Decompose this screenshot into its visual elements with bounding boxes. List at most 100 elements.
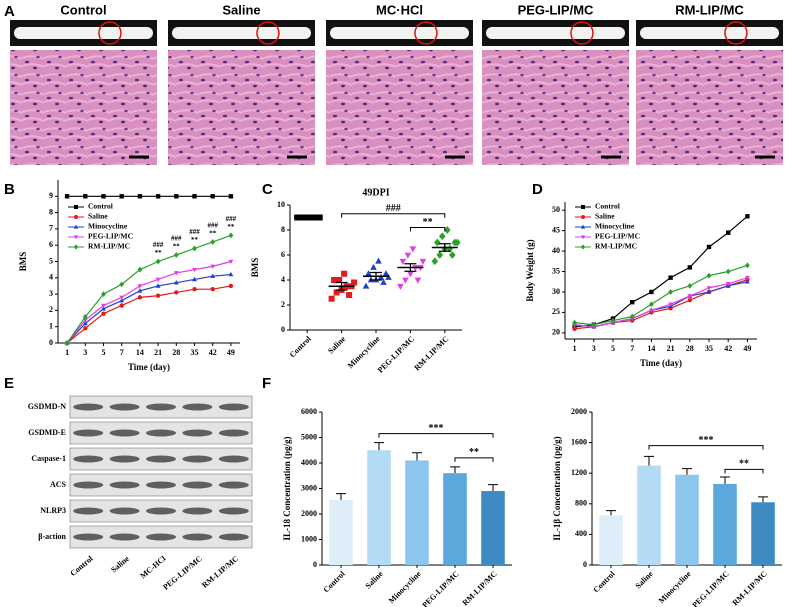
legend-label: Control bbox=[595, 202, 620, 211]
blot-band bbox=[182, 455, 213, 463]
x-tick-label: 3 bbox=[83, 348, 87, 357]
y-tick-label: 2000 bbox=[571, 407, 587, 416]
y-tick-label: 20 bbox=[552, 328, 560, 337]
panel-e: GSDMD-N GSDMD-E Caspase-1 ACS NLRP3 β-action C… bbox=[28, 395, 253, 592]
marker bbox=[173, 271, 179, 276]
x-tick-label: Saline bbox=[364, 569, 385, 590]
marker bbox=[137, 284, 143, 289]
blot-band bbox=[182, 429, 213, 437]
x-axis-title: Time (day) bbox=[640, 358, 682, 368]
blot-band bbox=[182, 507, 213, 515]
error-bar bbox=[758, 496, 768, 503]
blot-band bbox=[109, 533, 140, 541]
x-tick-label: Minocycline bbox=[346, 334, 382, 370]
lane-label: PEG-LIP/MC bbox=[161, 554, 204, 592]
marker bbox=[687, 297, 692, 303]
blot-band bbox=[109, 507, 140, 515]
marker bbox=[407, 271, 414, 278]
x-tick-label: 7 bbox=[630, 344, 634, 353]
annotation: ### bbox=[207, 222, 218, 230]
y-tick-label: 2 bbox=[49, 305, 53, 314]
marker bbox=[706, 286, 712, 291]
blot-band bbox=[73, 533, 104, 541]
marker bbox=[341, 270, 348, 277]
marker bbox=[74, 215, 78, 219]
panel-label: C bbox=[262, 181, 273, 198]
bar bbox=[405, 460, 429, 565]
blot-band bbox=[73, 507, 104, 515]
y-tick-label: 40 bbox=[552, 246, 560, 255]
legend-label: RM-LIP/MC bbox=[595, 242, 637, 251]
y-tick-label: 6 bbox=[281, 250, 285, 259]
marker bbox=[629, 313, 635, 320]
blot-band bbox=[218, 533, 249, 541]
group-label: PEG-LIP/MC bbox=[518, 2, 594, 17]
spinal-cord bbox=[330, 27, 469, 39]
marker bbox=[192, 287, 197, 292]
x-tick-label: 28 bbox=[172, 348, 180, 357]
blot-band bbox=[146, 429, 176, 437]
series-line bbox=[66, 285, 232, 344]
bar bbox=[599, 515, 623, 565]
spinal-cord bbox=[486, 27, 625, 39]
significance-bracket bbox=[648, 445, 764, 450]
y-tick-label: 25 bbox=[552, 307, 560, 316]
lane-label: Saline bbox=[109, 554, 131, 575]
y-tick-label: 1200 bbox=[571, 468, 587, 477]
bar bbox=[367, 450, 391, 565]
spinal-cord bbox=[14, 27, 153, 39]
x-tick-label: Minocycline bbox=[657, 569, 693, 605]
marker bbox=[706, 272, 712, 279]
blot-band bbox=[73, 429, 104, 437]
error-bar bbox=[336, 493, 346, 500]
marker bbox=[444, 226, 451, 234]
marker bbox=[581, 205, 585, 209]
y-tick-label: 0 bbox=[49, 338, 53, 347]
bar bbox=[329, 499, 353, 565]
marker bbox=[351, 279, 358, 286]
marker bbox=[210, 194, 215, 199]
marker bbox=[155, 283, 161, 288]
bar bbox=[443, 473, 467, 565]
marker bbox=[687, 282, 693, 289]
marker bbox=[414, 277, 422, 284]
spinal-cord bbox=[640, 27, 779, 39]
series-line bbox=[66, 273, 231, 344]
legend-label: PEG-LIP/MC bbox=[595, 232, 640, 241]
y-tick-label: 8 bbox=[49, 207, 53, 216]
blot-band bbox=[182, 481, 213, 489]
significance-bracket bbox=[724, 468, 764, 474]
panel-label: E bbox=[4, 375, 14, 392]
blot-band bbox=[146, 481, 176, 489]
marker bbox=[137, 295, 143, 300]
marker bbox=[82, 320, 88, 326]
x-tick-label: RM-LIP/MC bbox=[731, 569, 769, 607]
group-label: Control bbox=[60, 2, 106, 17]
marker bbox=[119, 194, 124, 199]
legend-label: RM-LIP/MC bbox=[88, 242, 130, 251]
marker bbox=[73, 244, 79, 250]
marker bbox=[101, 194, 106, 199]
lane-label: MC-HCl bbox=[139, 554, 169, 581]
marker bbox=[101, 306, 106, 311]
y-tick-label: 4 bbox=[49, 273, 53, 282]
y-axis-title: BMS bbox=[18, 252, 28, 272]
marker bbox=[439, 232, 446, 241]
protein-label: NLRP3 bbox=[40, 506, 66, 515]
legend-label: Saline bbox=[88, 212, 108, 221]
blot-band bbox=[146, 403, 176, 411]
bar bbox=[675, 474, 699, 565]
blot-band bbox=[109, 481, 140, 489]
marker bbox=[668, 275, 673, 280]
y-tick-label: 800 bbox=[575, 499, 587, 508]
marker bbox=[173, 252, 179, 258]
group-label: RM-LIP/MC bbox=[675, 2, 744, 17]
marker bbox=[630, 299, 635, 305]
x-tick-label: 49 bbox=[227, 348, 235, 357]
significance-bracket bbox=[454, 457, 494, 462]
y-tick-label: 2 bbox=[281, 300, 285, 309]
error-bar bbox=[438, 243, 451, 252]
marker bbox=[409, 246, 417, 253]
